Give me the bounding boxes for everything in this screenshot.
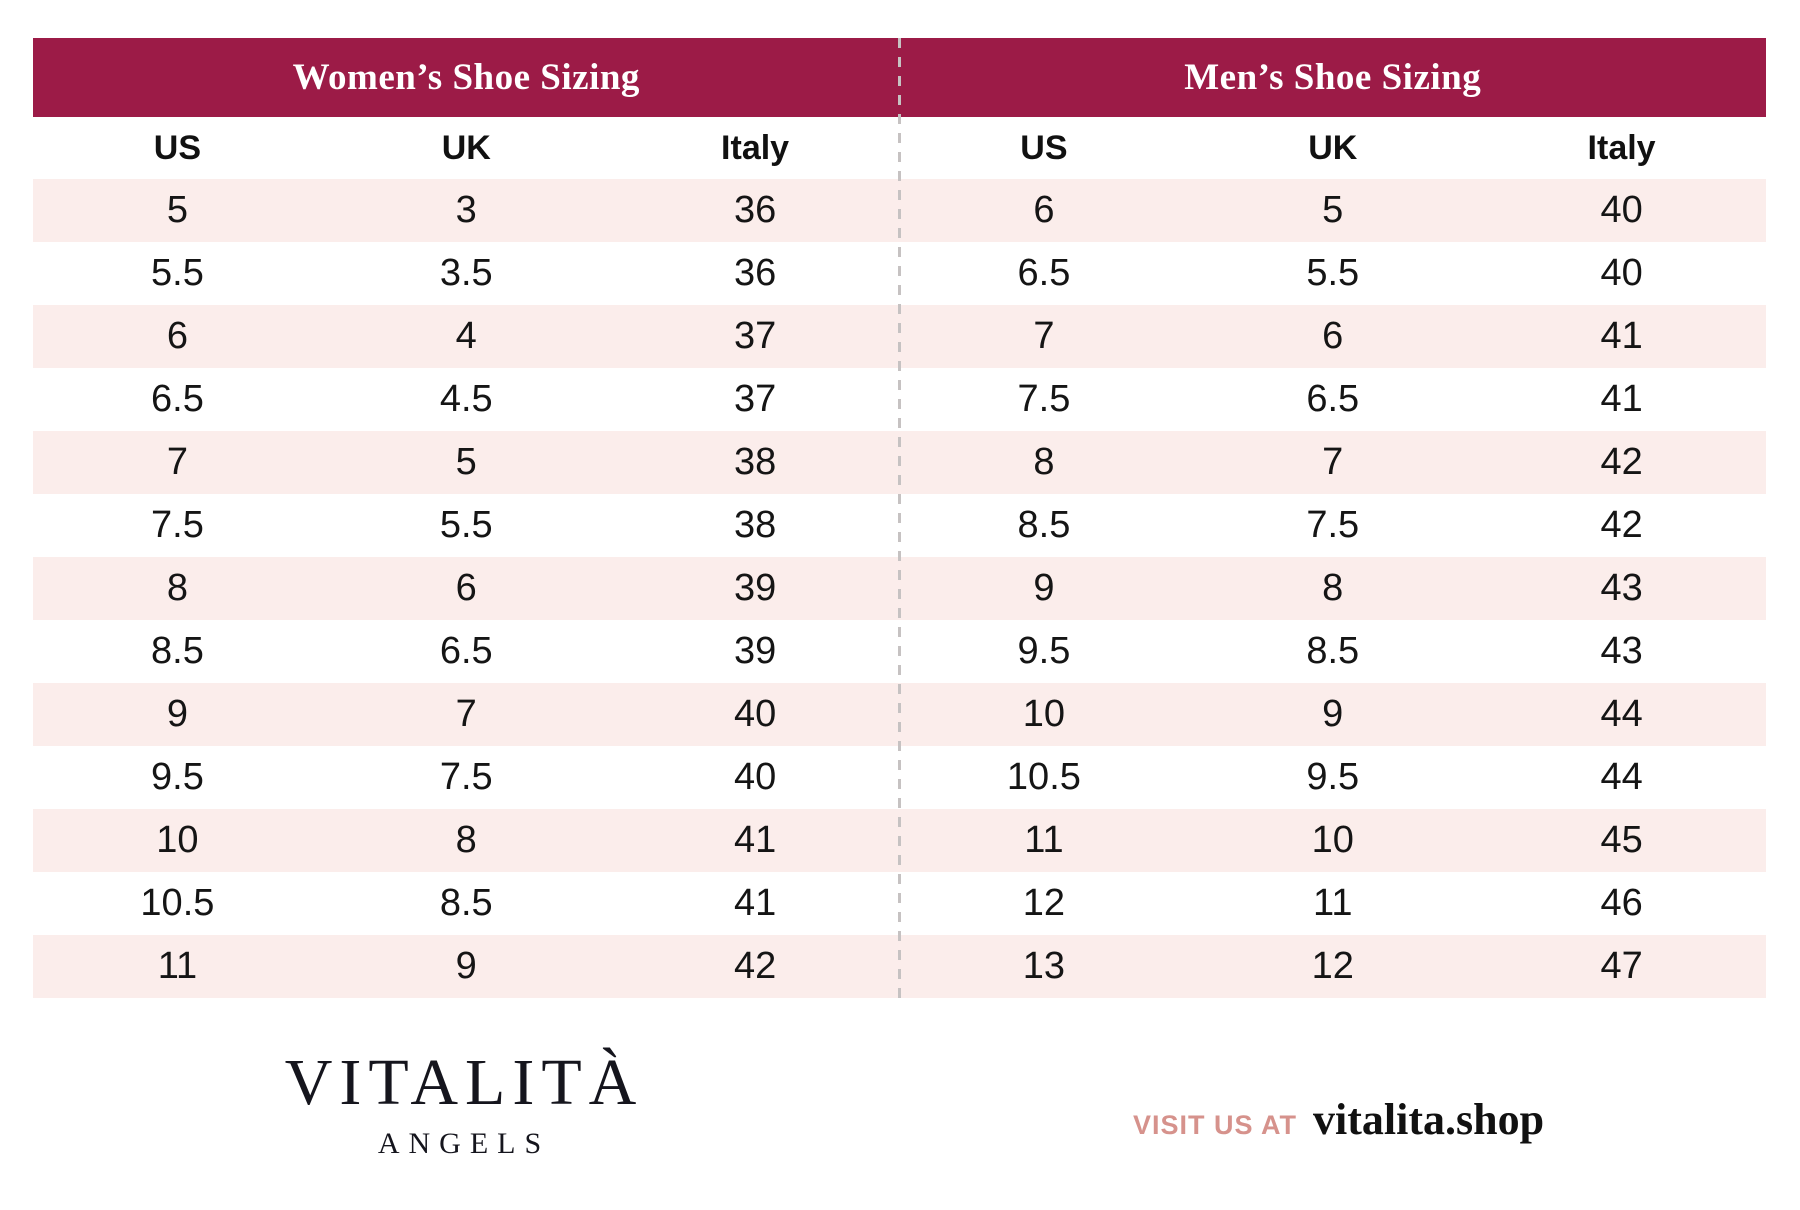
table-cell: 39	[733, 630, 777, 672]
table-cell: 8	[1322, 567, 1344, 609]
table-cell: 43	[1600, 630, 1643, 672]
table-cell: 9	[166, 693, 188, 735]
table-cell: 39	[733, 567, 777, 609]
shop-url-text: vitalita.shop	[1313, 1095, 1545, 1144]
table-cell: 11	[157, 945, 198, 987]
table-cell: 6	[166, 315, 188, 357]
table-cell: 36	[733, 189, 777, 231]
table-cell: 8	[166, 567, 188, 609]
table-cell: 7	[1033, 315, 1055, 357]
table-cell: 8.5	[1017, 504, 1071, 546]
table-cell: 6.5	[151, 378, 204, 420]
table-cell: 6	[455, 567, 477, 609]
table-cell: 4.5	[439, 378, 493, 420]
table-cell: 6.5	[439, 630, 493, 672]
visit-us-footer: VISIT US AT vitalita.shop	[1133, 1094, 1544, 1145]
table-cell: 7.5	[1017, 378, 1071, 420]
women-italy-column-header: Italy	[721, 128, 790, 167]
table-cell: 8.5	[1306, 630, 1360, 672]
men-us-column-header: US	[1020, 128, 1068, 167]
table-cell: 5.5	[1306, 252, 1360, 294]
table-cell: 9.5	[1017, 630, 1071, 672]
table-cell: 3.5	[439, 252, 493, 294]
table-cell: 6	[1322, 315, 1344, 357]
table-cell: 9	[1033, 567, 1055, 609]
table-cell: 44	[1600, 756, 1643, 798]
men-uk-column-header: UK	[1308, 128, 1358, 167]
table-cell: 5.5	[439, 504, 493, 546]
table-cell: 45	[1600, 819, 1643, 861]
table-cell: 6.5	[1017, 252, 1071, 294]
table-cell: 7.5	[1306, 504, 1360, 546]
table-cell: 37	[733, 378, 777, 420]
women-uk-column-header: UK	[441, 128, 491, 167]
table-cell: 41	[733, 882, 777, 924]
table-cell: 38	[733, 441, 777, 483]
table-cell: 8	[455, 819, 477, 861]
table-cell: 13	[1022, 945, 1066, 987]
table-cell: 10	[156, 819, 199, 861]
table-cell: 5	[1322, 189, 1344, 231]
mens-sizing-title: Men’s Shoe Sizing	[1184, 57, 1482, 98]
table-cell: 42	[1600, 441, 1643, 483]
table-cell: 9.5	[1306, 756, 1360, 798]
table-cell: 3	[455, 189, 477, 231]
table-cell: 7	[166, 441, 188, 483]
table-cell: 9	[1322, 693, 1344, 735]
table-cell: 12	[1022, 882, 1066, 924]
table-cell: 37	[733, 315, 777, 357]
table-cell: 8.5	[151, 630, 204, 672]
table-cell: 10	[1311, 819, 1354, 861]
table-cell: 41	[1600, 378, 1643, 420]
table-cell: 7.5	[151, 504, 204, 546]
table-cell: 47	[1600, 945, 1643, 987]
table-cell: 46	[1600, 882, 1643, 924]
shoe-sizing-table: Women’s Shoe Sizing Men’s Shoe Sizing US…	[33, 38, 1766, 998]
table-cell: 7	[455, 693, 477, 735]
table-cell: 38	[733, 504, 777, 546]
table-cell: 9.5	[151, 756, 204, 798]
table-cell: 8.5	[439, 882, 493, 924]
table-cell: 5	[455, 441, 477, 483]
table-cell: 40	[1600, 252, 1643, 294]
table-cell: 40	[733, 756, 777, 798]
center-dashed-divider	[898, 38, 901, 998]
table-cell: 41	[733, 819, 777, 861]
table-cell: 4	[455, 315, 477, 357]
table-cell: 10.5	[1006, 756, 1081, 798]
table-cell: 43	[1600, 567, 1643, 609]
table-cell: 5	[166, 189, 188, 231]
table-cell: 10	[1022, 693, 1066, 735]
table-cell: 12	[1311, 945, 1354, 987]
brand-name-text: VITALITÀ	[284, 1046, 644, 1119]
table-cell: 7	[1322, 441, 1344, 483]
table-cell: 42	[733, 945, 777, 987]
table-cell: 10.5	[140, 882, 215, 924]
womens-sizing-title: Women’s Shoe Sizing	[292, 57, 640, 98]
table-cell: 41	[1600, 315, 1643, 357]
table-cell: 40	[733, 693, 777, 735]
table-cell: 6	[1033, 189, 1055, 231]
visit-us-label: VISIT US AT	[1133, 1110, 1298, 1140]
table-cell: 5.5	[151, 252, 204, 294]
table-cell: 36	[733, 252, 777, 294]
table-cell: 40	[1600, 189, 1643, 231]
table-cell: 11	[1313, 882, 1353, 924]
men-italy-column-header: Italy	[1587, 128, 1656, 167]
brand-logo: VITALITÀ ANGELS	[273, 1048, 655, 1161]
brand-subtitle-text: ANGELS	[377, 1127, 551, 1161]
table-cell: 44	[1600, 693, 1643, 735]
table-cell: 9	[455, 945, 477, 987]
women-us-column-header: US	[153, 128, 202, 167]
table-cell: 11	[1024, 819, 1064, 861]
table-cell: 6.5	[1306, 378, 1360, 420]
table-cell: 42	[1600, 504, 1643, 546]
table-cell: 7.5	[439, 756, 493, 798]
table-cell: 8	[1033, 441, 1055, 483]
